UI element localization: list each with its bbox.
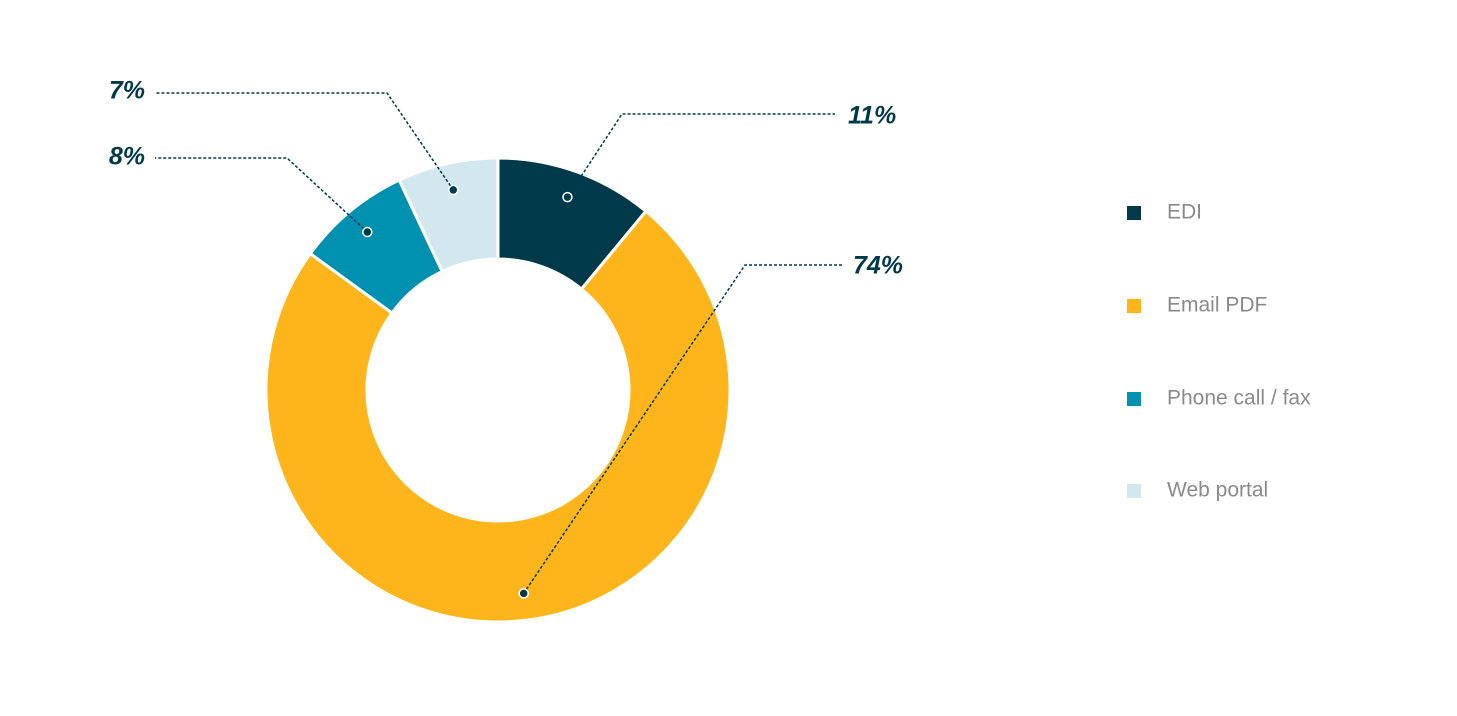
callout-dot bbox=[518, 588, 529, 599]
legend-swatch bbox=[1127, 299, 1141, 313]
callout-line bbox=[155, 157, 368, 233]
legend-label: Email PDF bbox=[1167, 294, 1267, 317]
legend-label: EDI bbox=[1167, 201, 1202, 224]
value-label: 8% bbox=[109, 143, 145, 171]
callout-dot bbox=[448, 184, 459, 196]
donut-slice bbox=[397, 156, 500, 274]
legend-swatch bbox=[1127, 206, 1141, 220]
callout-line bbox=[523, 264, 843, 594]
value-label: 7% bbox=[109, 77, 145, 105]
callout-line bbox=[566, 113, 835, 198]
legend-label: Phone call / fax bbox=[1167, 387, 1311, 410]
value-label: 11% bbox=[848, 102, 896, 130]
value-label: 74% bbox=[853, 252, 903, 280]
callout-dot bbox=[562, 191, 573, 203]
legend-label: Web portal bbox=[1167, 479, 1268, 502]
legend-swatch bbox=[1127, 484, 1141, 498]
callout-line bbox=[155, 92, 454, 191]
donut-slice bbox=[264, 209, 732, 624]
legend-swatch bbox=[1127, 392, 1141, 406]
callout-dot bbox=[362, 226, 373, 238]
